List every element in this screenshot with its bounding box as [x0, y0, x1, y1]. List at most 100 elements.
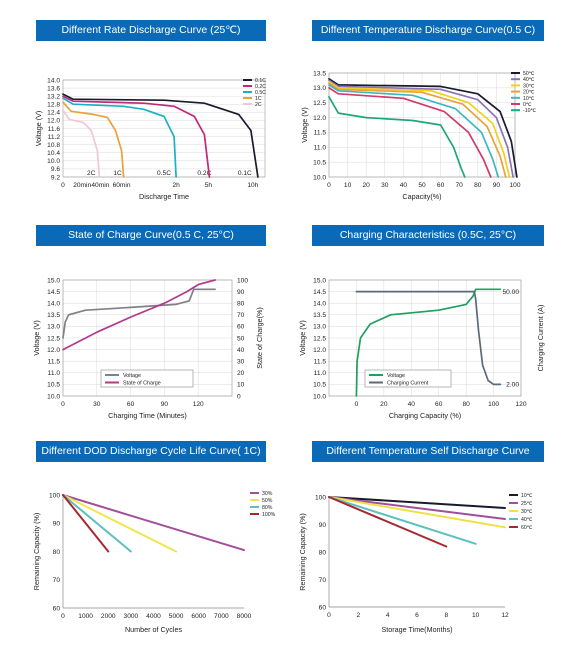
y-tick-label: 11.6 — [48, 126, 61, 133]
y2-tick-label: 20 — [237, 370, 245, 377]
series-line — [328, 84, 500, 178]
y2-tick-label: 90 — [237, 289, 245, 296]
series-line — [62, 494, 178, 553]
legend-label: 0.1C — [255, 78, 266, 84]
y-tick-label: 11.0 — [314, 145, 327, 152]
y2-tick-label: 2.00 — [506, 382, 519, 389]
x-tick-label: 2 — [356, 612, 360, 619]
legend-label: Voltage — [123, 373, 141, 379]
legend-label: 0.2C — [255, 84, 266, 90]
curve-annotation: 0.1C — [238, 170, 252, 177]
y-tick-label: 12.5 — [313, 100, 326, 107]
y-tick-label: 10.5 — [313, 382, 326, 389]
legend-label: -10℃ — [523, 108, 536, 114]
x-tick-label: 80 — [462, 401, 470, 408]
x-axis-label: Charging Time (Minutes) — [108, 411, 187, 420]
series-line — [328, 87, 492, 178]
y2-tick-label: 100 — [237, 277, 248, 284]
y2-tick-label: 80 — [237, 301, 245, 308]
y-tick-label: 12.0 — [47, 118, 60, 125]
y-axis-label: Voltage (V) — [298, 320, 307, 356]
series-line — [328, 81, 511, 178]
legend-label: 1C — [255, 96, 262, 102]
chart-title-banner: Different Temperature Self Discharge Cur… — [312, 441, 544, 462]
legend-label: 40℃ — [523, 77, 535, 83]
y2-tick-label: 60 — [237, 324, 245, 331]
y2-tick-label: 40 — [237, 347, 245, 354]
series-line — [62, 97, 177, 178]
series-line — [62, 494, 245, 552]
series-line — [62, 494, 132, 553]
legend-box — [364, 369, 452, 388]
x-tick-label: 80 — [474, 182, 482, 189]
chart-title-banner: Different DOD Discharge Cycle Life Curve… — [36, 441, 266, 462]
x-axis-label: Capacity(%) — [402, 192, 441, 201]
y-tick-label: 10.0 — [313, 393, 326, 400]
y-axis-label: Voltage (V) — [300, 107, 309, 143]
legend-label: 0.5C — [255, 90, 266, 96]
y2-tick-label: 70 — [237, 312, 245, 319]
y-tick-label: 12.8 — [47, 102, 60, 109]
series-line — [62, 93, 259, 178]
y-tick-label: 11.0 — [314, 370, 327, 377]
x-tick-label: 0 — [61, 613, 65, 620]
y-tick-label: 70 — [53, 577, 61, 584]
y-tick-label: 90 — [319, 522, 327, 529]
y-tick-label: 11.5 — [314, 359, 327, 366]
x-tick-label: 0 — [61, 182, 65, 189]
x-tick-label: 30 — [381, 182, 389, 189]
x-tick-label: 40 — [400, 182, 408, 189]
legend-label: 25℃ — [521, 501, 533, 507]
legend-label: 80% — [262, 505, 273, 511]
x-tick-label: 7000 — [214, 613, 229, 620]
y-tick-label: 13.0 — [313, 85, 326, 92]
x-tick-label: 60 — [127, 401, 135, 408]
y-tick-label: 14.0 — [313, 301, 326, 308]
legend-label: 0℃ — [523, 102, 532, 108]
legend-label: State of Charge — [123, 381, 161, 387]
x-tick-label: 5000 — [169, 613, 184, 620]
x-tick-label: 4 — [386, 612, 390, 619]
y-tick-label: 9.2 — [51, 174, 60, 181]
x-tick-label: 8 — [444, 612, 448, 619]
y-tick-label: 80 — [319, 549, 327, 556]
legend-label: 40℃ — [521, 517, 533, 523]
y2-axis-label: Charging Current (A) — [536, 305, 545, 372]
y-tick-label: 15.0 — [313, 277, 326, 284]
x-tick-label: 2h — [172, 182, 180, 189]
x-tick-label: 100 — [488, 401, 499, 408]
x-tick-label: 3000 — [124, 613, 139, 620]
y-tick-label: 12.0 — [313, 347, 326, 354]
plot-frame — [328, 72, 516, 178]
x-tick-label: 90 — [493, 182, 501, 189]
legend-label: 10℃ — [523, 96, 535, 102]
y-tick-label: 13.0 — [313, 324, 326, 331]
x-tick-label: 20 — [363, 182, 371, 189]
series-line — [62, 288, 216, 339]
series-line — [62, 109, 101, 178]
legend-label: 100% — [262, 512, 276, 518]
legend-label: 30% — [262, 491, 273, 497]
x-tick-label: 8000 — [237, 613, 252, 620]
y-tick-label: 14.5 — [47, 289, 60, 296]
y-tick-label: 13.6 — [47, 85, 60, 92]
series-line — [328, 496, 506, 509]
y-tick-label: 13.5 — [313, 312, 326, 319]
x-tick-label: 40 — [408, 401, 416, 408]
x-tick-label: 6 — [415, 612, 419, 619]
x-axis-label: Discharge Time — [139, 192, 189, 201]
x-tick-label: 20 — [380, 401, 388, 408]
chart-title-banner: Different Rate Discharge Curve (25℃) — [36, 20, 266, 41]
legend-label: Voltage — [387, 373, 405, 379]
series-line — [62, 279, 216, 351]
legend-label: 50℃ — [523, 71, 535, 77]
y-tick-label: 10.4 — [47, 150, 60, 157]
x-axis-label: Storage Time(Months) — [381, 625, 452, 634]
legend-box — [100, 369, 194, 388]
plot-frame — [62, 79, 266, 178]
y-tick-label: 10.0 — [47, 393, 60, 400]
x-tick-label: 70 — [456, 182, 464, 189]
chart-title-banner: Charging Characteristics (0.5C, 25°C) — [312, 225, 544, 246]
legend-label: Charging Current — [387, 381, 429, 387]
y2-tick-label: 50 — [237, 335, 245, 342]
